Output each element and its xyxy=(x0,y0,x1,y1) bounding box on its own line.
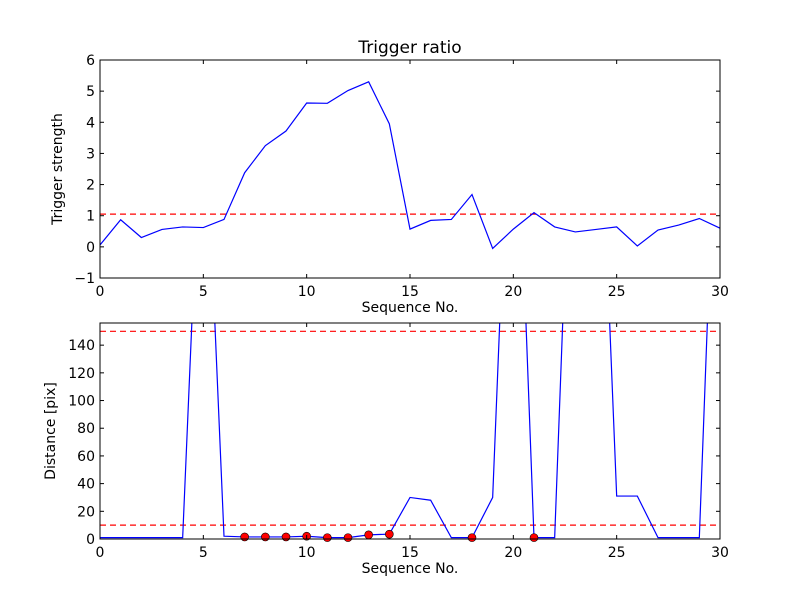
x-tick-label: 30 xyxy=(711,545,729,561)
x-tick-label: 5 xyxy=(199,545,208,561)
chart-title: Trigger ratio xyxy=(357,38,461,58)
x-tick-label: 0 xyxy=(96,284,105,300)
x-tick-label: 0 xyxy=(96,545,105,561)
x-tick-label: 15 xyxy=(401,545,419,561)
data-point-marker xyxy=(364,530,373,540)
y-tick-label: 100 xyxy=(68,394,95,410)
y-tick-label: 5 xyxy=(86,84,95,100)
x-tick-label: 25 xyxy=(608,284,626,300)
data-point-marker xyxy=(467,533,477,542)
data-point-marker xyxy=(385,529,394,539)
x-tick-label: 10 xyxy=(298,284,316,300)
x-axis-label: Sequence No. xyxy=(362,300,459,316)
y-tick-label: 0 xyxy=(86,532,95,548)
x-tick-label: 5 xyxy=(199,284,208,300)
x-tick-label: 20 xyxy=(504,284,522,300)
y-tick-label: 1 xyxy=(86,209,95,225)
series-line-distance xyxy=(100,323,708,539)
axes-frame xyxy=(99,322,721,540)
y-tick-label: 120 xyxy=(68,366,95,382)
y-tick-label: 60 xyxy=(77,449,95,465)
y-tick-label: 140 xyxy=(68,338,95,354)
y-tick-label: 0 xyxy=(86,240,95,256)
y-axis-label: Trigger strength xyxy=(50,113,66,226)
y-tick-label: 40 xyxy=(77,477,95,493)
y-tick-label: 6 xyxy=(86,53,95,69)
y-tick-label: 2 xyxy=(86,178,95,194)
data-point-marker xyxy=(343,533,353,542)
y-tick-label: 3 xyxy=(86,146,95,162)
subplot-1: 0 5 10 15 20 25 30 0 20 40 60 80 100 120 140 Sequence N… xyxy=(43,322,729,577)
series-line-trigger xyxy=(100,81,720,250)
x-tick-label: 10 xyxy=(298,545,316,561)
y-tick-label: 20 xyxy=(77,504,95,520)
x-axis-label: Sequence No. xyxy=(362,561,459,577)
y-axis-label: Distance [pix] xyxy=(43,382,59,480)
x-tick-label: 20 xyxy=(504,545,522,561)
x-tick-label: 25 xyxy=(608,545,626,561)
y-tick-label: 80 xyxy=(77,421,95,437)
x-tick-label: 30 xyxy=(711,284,729,300)
axes-frame xyxy=(99,59,721,279)
data-point-marker xyxy=(529,533,539,542)
y-tick-label: 4 xyxy=(86,115,95,131)
data-point-marker xyxy=(261,532,270,542)
data-point-marker xyxy=(323,533,332,542)
data-point-marker xyxy=(240,532,249,542)
y-tick-label: −1 xyxy=(74,271,95,287)
data-point-marker xyxy=(281,532,291,542)
x-tick-label: 15 xyxy=(401,284,419,300)
